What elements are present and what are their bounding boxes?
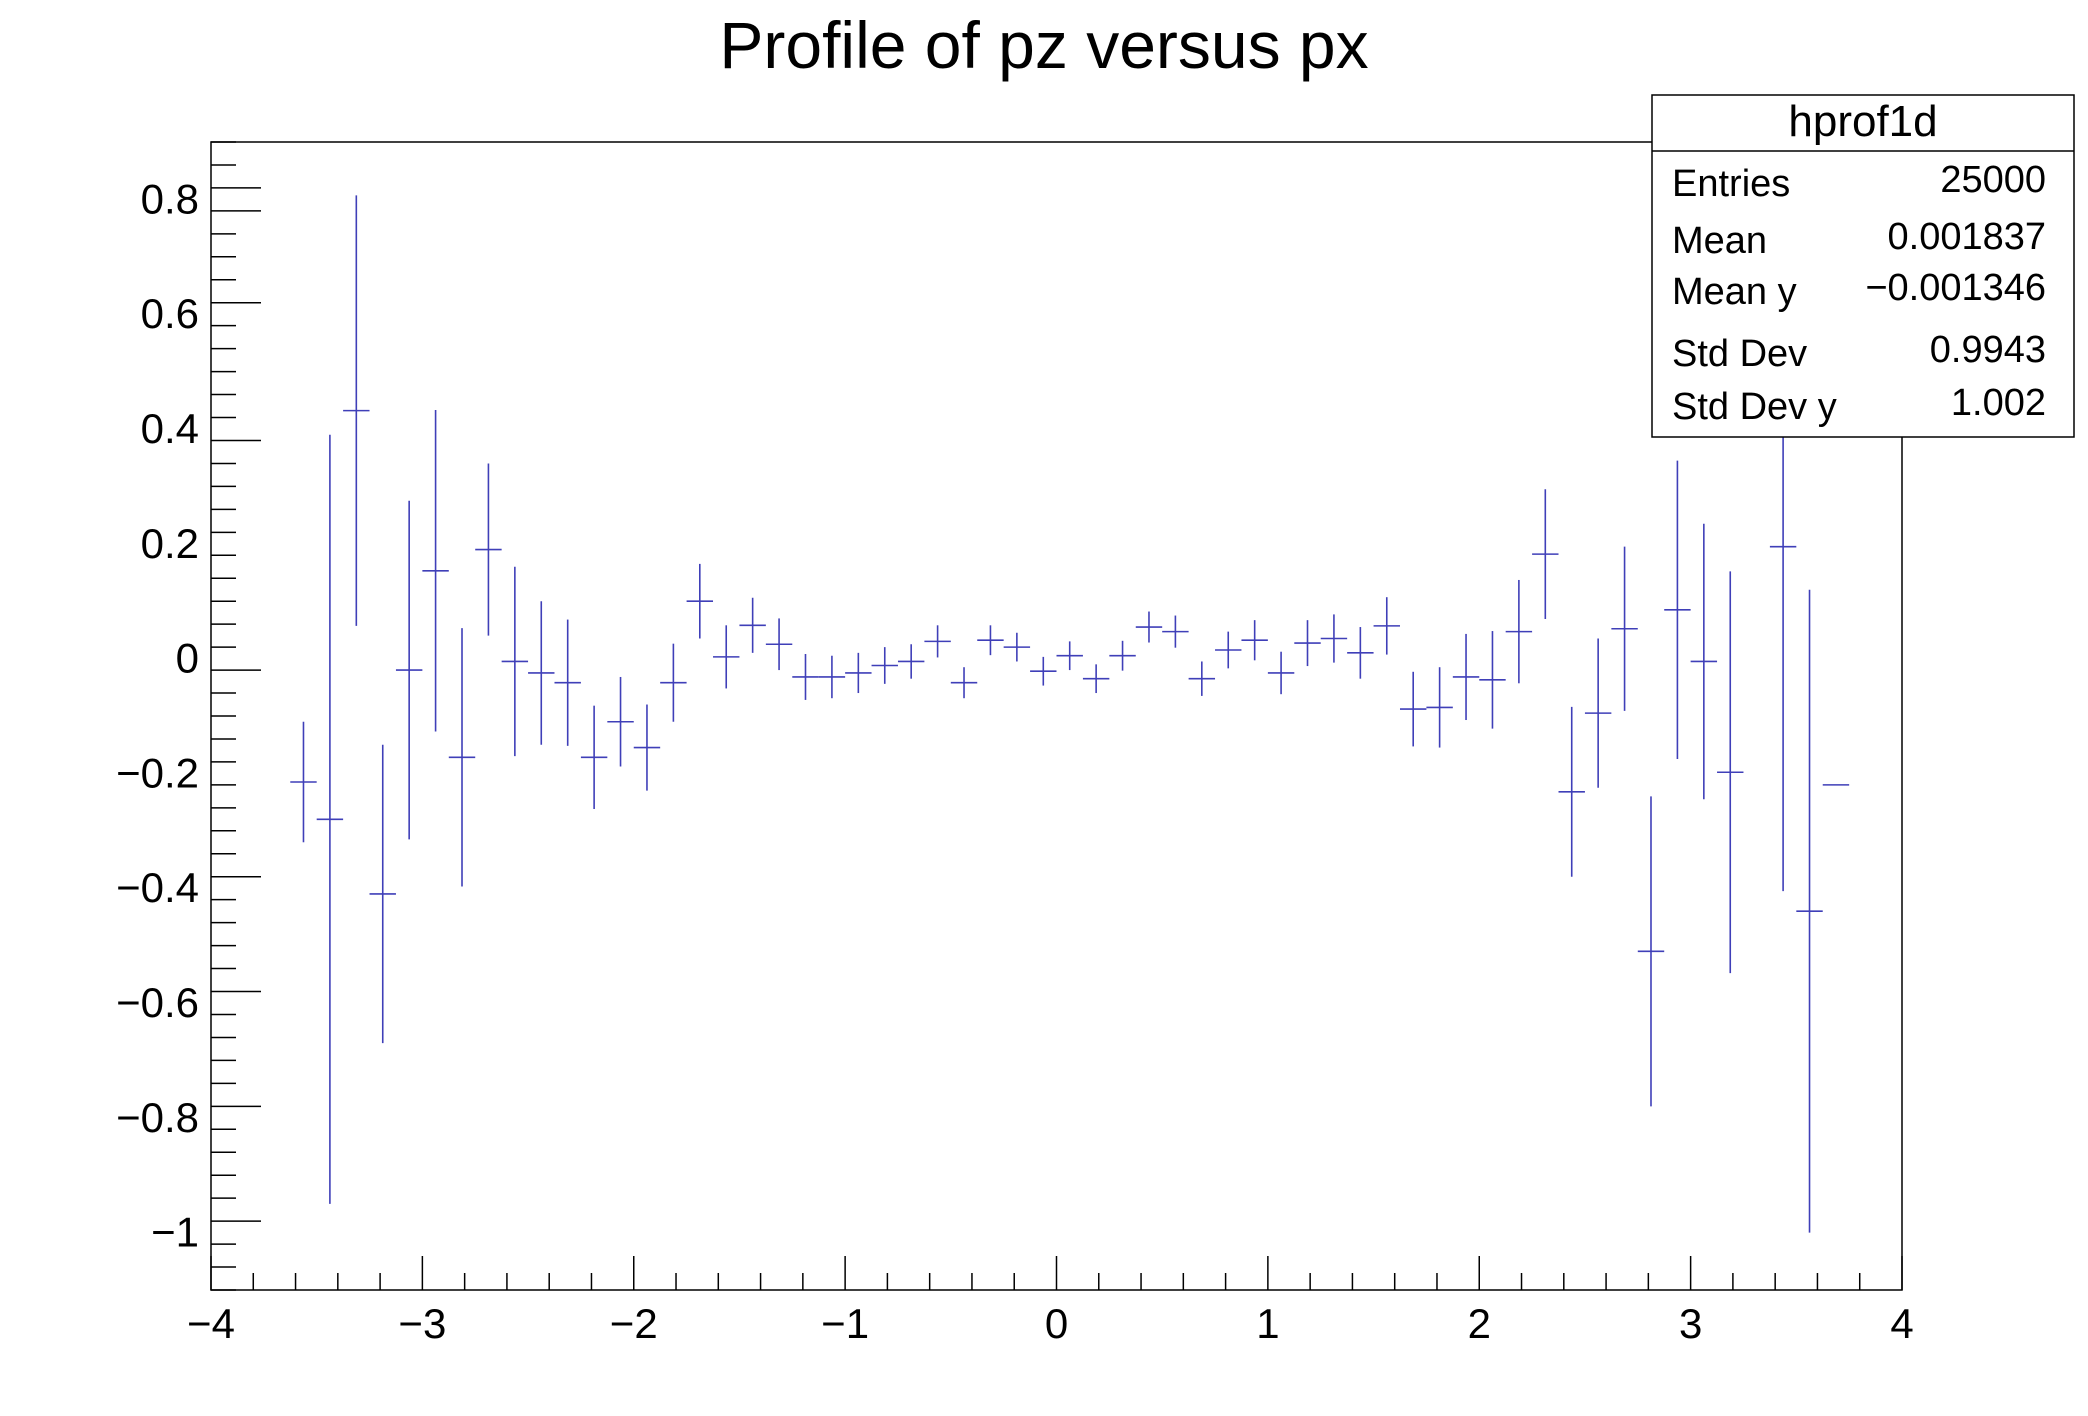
data-point	[1532, 489, 1559, 619]
x-tick-label: 3	[1679, 1300, 1702, 1347]
x-tick-label: −1	[821, 1300, 869, 1347]
data-point	[924, 625, 951, 658]
data-point	[845, 652, 872, 694]
x-tick-label: −3	[398, 1300, 446, 1347]
data-point	[1241, 620, 1268, 661]
data-point	[501, 566, 529, 757]
stats-row-label: Std Dev y	[1672, 386, 1837, 428]
data-points	[290, 195, 1850, 1233]
data-point	[1347, 627, 1374, 679]
stats-row-value: −0.001346	[1865, 267, 2046, 309]
data-point	[580, 705, 608, 809]
data-point	[528, 601, 555, 745]
data-point	[343, 195, 370, 626]
data-point	[950, 667, 978, 699]
data-point	[1373, 597, 1400, 655]
data-point	[1135, 611, 1163, 643]
data-point	[1215, 631, 1242, 669]
data-point	[1294, 620, 1321, 667]
data-point	[871, 647, 898, 684]
data-point	[290, 721, 317, 843]
data-point	[897, 644, 925, 679]
y-tick-label: −0.4	[116, 864, 199, 911]
stats-box-frame	[1651, 94, 2075, 438]
stats-row-value: 1.002	[1951, 382, 2046, 424]
data-point	[686, 563, 714, 639]
stats-row-value: 0.9943	[1930, 329, 2046, 371]
chart-title: Profile of pz versus px	[719, 8, 1368, 82]
data-point	[1717, 571, 1744, 974]
stats-row-label: Mean	[1672, 220, 1767, 262]
stats-box-title: hprof1d	[1788, 97, 1937, 146]
data-point	[395, 500, 423, 840]
data-point	[475, 463, 502, 636]
stats-row-value: 0.001837	[1888, 216, 2047, 258]
data-point	[713, 625, 740, 689]
plot-frame	[210, 141, 1903, 1291]
y-tick-label: 0.4	[141, 405, 199, 452]
y-tick-label: 0.8	[141, 175, 199, 222]
data-point	[1056, 641, 1083, 671]
data-point	[554, 619, 581, 746]
data-point	[1479, 631, 1506, 729]
data-point	[1188, 661, 1216, 696]
data-point	[1505, 579, 1533, 684]
data-point	[1109, 640, 1136, 671]
data-point	[765, 618, 793, 671]
data-point	[448, 628, 476, 887]
y-tick-label: 0	[176, 635, 199, 682]
stats-row-value: 25000	[1940, 159, 2046, 201]
data-point	[1426, 667, 1453, 748]
data-point	[1664, 460, 1691, 760]
x-tick-label: 2	[1468, 1300, 1491, 1347]
stats-row-label: Std Dev	[1672, 333, 1807, 375]
data-point	[1003, 632, 1031, 662]
data-point	[1796, 589, 1823, 1233]
data-point	[1320, 614, 1348, 663]
y-tick-label: 0.2	[141, 520, 199, 567]
data-point	[633, 704, 661, 791]
data-point	[1584, 638, 1612, 788]
y-tick-label: −0.2	[116, 749, 199, 796]
data-point	[316, 434, 344, 1204]
y-tick-label: −1	[151, 1209, 199, 1256]
data-point	[1452, 633, 1480, 721]
data-point	[1162, 615, 1189, 648]
data-point	[1030, 656, 1057, 686]
y-tick-label: −0.8	[116, 1094, 199, 1141]
y-tick-label: −0.6	[116, 979, 199, 1026]
data-point	[422, 410, 449, 732]
data-point	[792, 654, 819, 700]
stats-box: hprof1d Entries 25000 Mean 0.001837 Mean y −0…	[1651, 94, 2075, 438]
data-point	[818, 655, 846, 699]
data-point	[977, 625, 1004, 656]
stats-row-label: Entries	[1672, 163, 1790, 205]
x-tick-label: 1	[1256, 1300, 1279, 1347]
x-tick-label: 0	[1045, 1300, 1068, 1347]
data-point	[1558, 706, 1585, 877]
x-tick-label: 4	[1890, 1300, 1913, 1347]
data-point	[369, 744, 396, 1044]
x-tick-label: −2	[610, 1300, 658, 1347]
y-tick-label: 0.6	[141, 290, 199, 337]
axis-tick-labels: −4 −3 −2 −1 0 1 2 3 4 −1 −0.8 −0.6 −0.4 −0.2 0 0.2 0.4 0.…	[116, 175, 1914, 1347]
data-point	[660, 643, 687, 722]
data-point	[1611, 546, 1638, 711]
data-point	[739, 597, 766, 653]
data-point	[1267, 651, 1295, 695]
data-point	[1637, 796, 1665, 1107]
data-point	[1399, 671, 1427, 747]
data-point	[1082, 664, 1110, 694]
data-point	[1690, 523, 1718, 800]
x-tick-label: −4	[187, 1300, 235, 1347]
stats-row-label: Mean y	[1672, 271, 1797, 313]
data-point	[607, 676, 634, 767]
